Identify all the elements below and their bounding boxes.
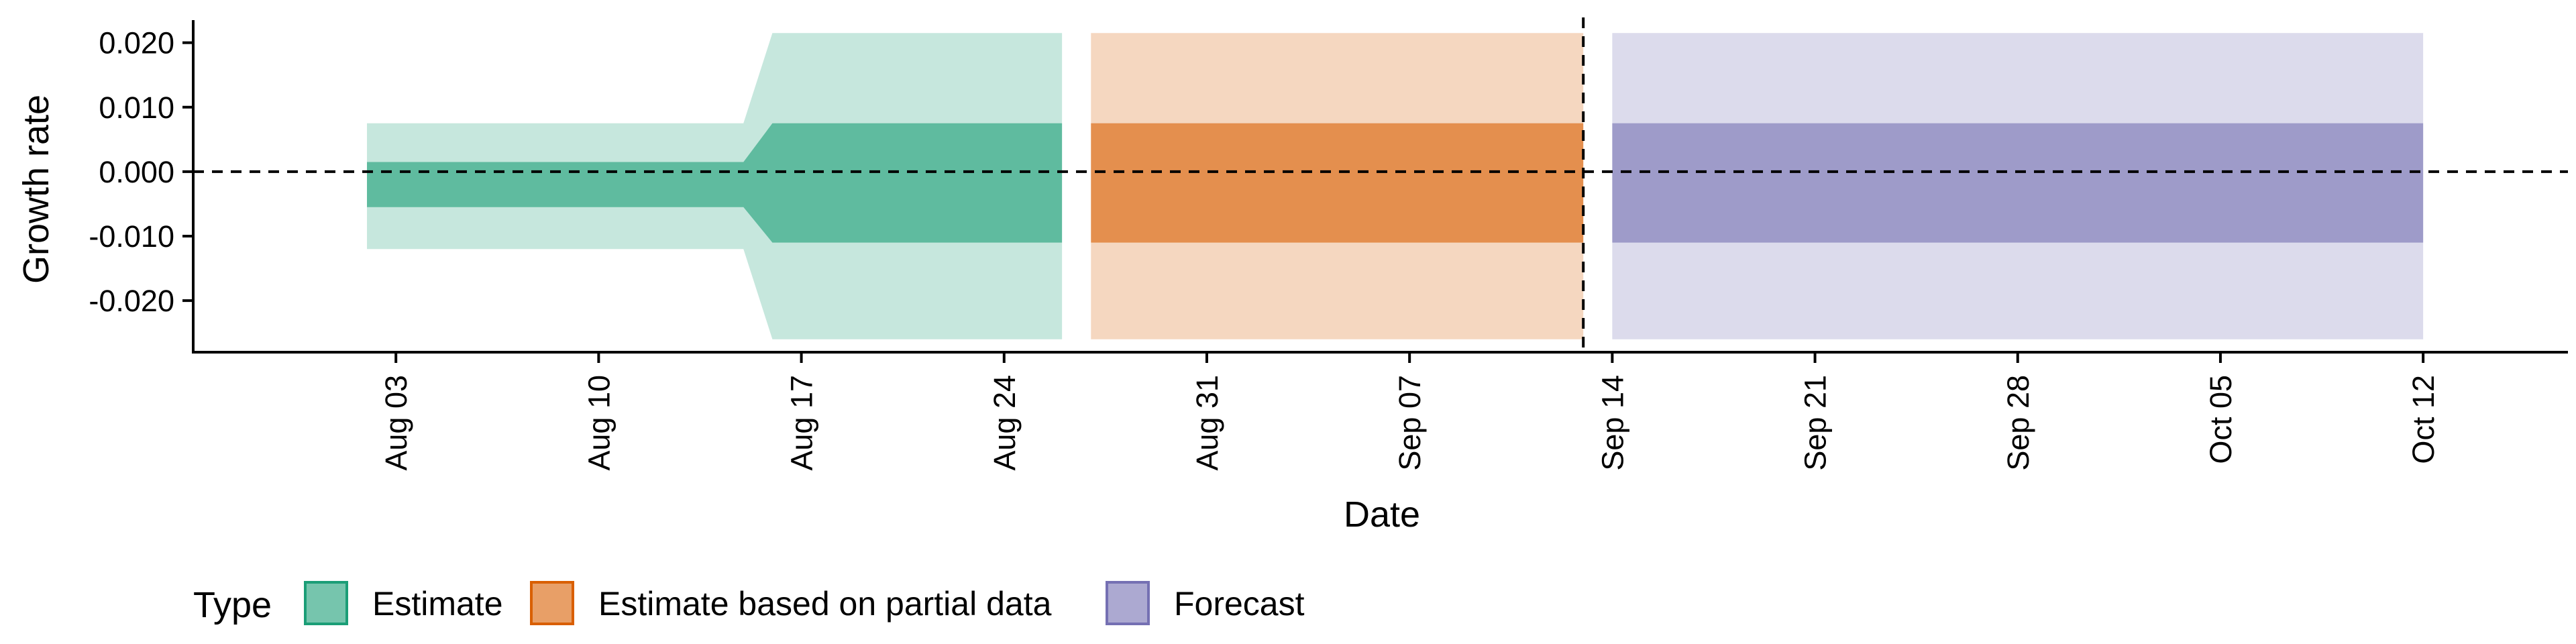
x-tick-label: Aug 10 <box>582 375 616 471</box>
y-axis-title: Growth rate <box>16 95 56 284</box>
band-50-forecast <box>1612 123 2424 243</box>
band-50-estimate <box>367 123 1063 243</box>
x-tick-label: Aug 31 <box>1190 375 1224 471</box>
legend-swatch-forecast <box>1106 581 1150 625</box>
reference-lines <box>193 17 2568 352</box>
y-tick-label: -0.020 <box>89 284 174 318</box>
x-tick-label: Sep 21 <box>1799 375 1833 471</box>
band-50-estimate-based-on-partial-data <box>1091 123 1584 243</box>
x-tick-label: Sep 07 <box>1393 375 1427 471</box>
y-tick-label: 0.000 <box>99 155 174 189</box>
x-tick-label: Aug 24 <box>987 375 1022 471</box>
x-tick-label: Oct 05 <box>2204 375 2238 464</box>
legend-label-forecast: Forecast <box>1174 585 1305 623</box>
x-tick-label: Sep 14 <box>1595 375 1629 471</box>
legend-label-estimate-based-on-partial-data: Estimate based on partial data <box>598 585 1052 623</box>
x-tick-label: Sep 28 <box>2001 375 2035 471</box>
legend-label-estimate: Estimate <box>372 585 503 623</box>
axes: 0.020 0.010 0.000 -0.010 -0.020 Aug 03 Aug 10 A… <box>89 20 2568 471</box>
legend-swatch-estimate-based-on-partial-data <box>530 581 574 625</box>
x-tick-label: Oct 12 <box>2406 375 2440 464</box>
ribbon-layer <box>367 33 2424 339</box>
x-tick-label: Aug 03 <box>379 375 413 471</box>
legend-title: Type <box>193 585 272 625</box>
y-tick-label: -0.010 <box>89 219 174 254</box>
legend: Type Estimate Estimate based on partial d… <box>193 581 1305 625</box>
legend-swatch-estimate <box>304 581 348 625</box>
y-tick-label: 0.010 <box>99 91 174 125</box>
x-tick-label: Aug 17 <box>785 375 819 471</box>
y-tick-label: 0.020 <box>99 26 174 60</box>
x-axis-title: Date <box>1344 494 1420 535</box>
